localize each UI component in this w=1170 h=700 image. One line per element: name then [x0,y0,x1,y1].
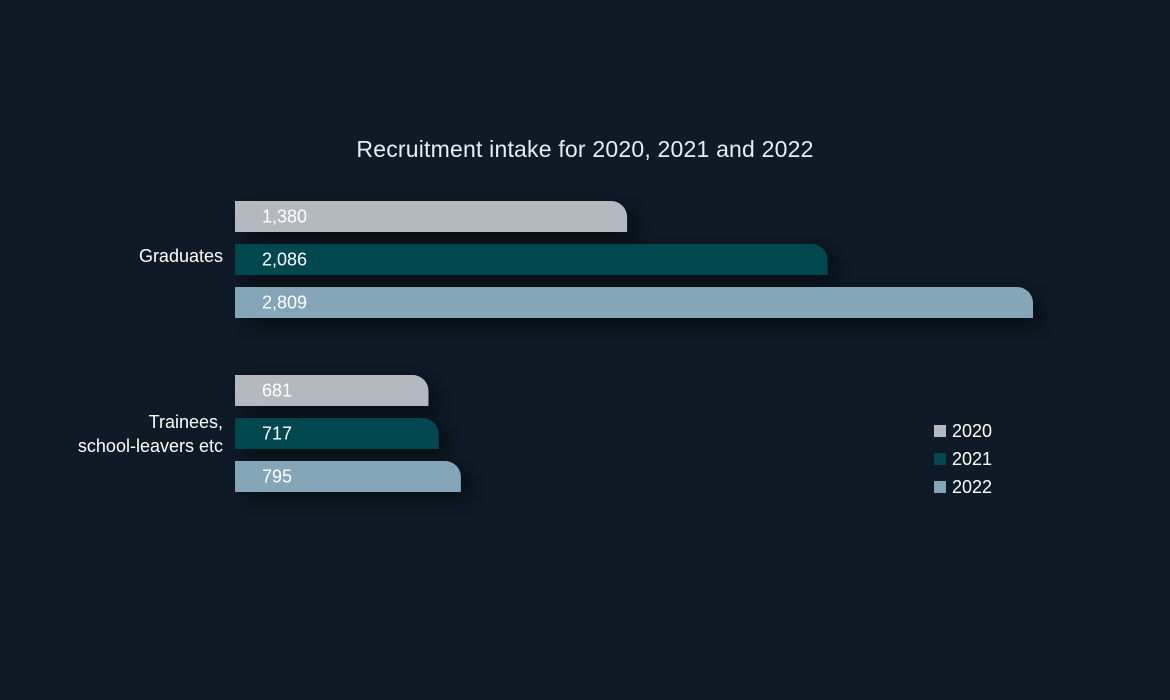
bar-value-label: 2,086 [262,250,307,270]
category-label-graduates: Graduates [138,246,223,266]
bar-2021-trainees: 717 [235,418,439,449]
bar-2020-graduates: 1,380 [235,201,628,232]
legend-label-2021: 2021 [952,448,993,469]
legend-swatch-2021 [934,453,946,465]
category-label-trainees: Trainees, school-leavers etc [77,412,223,456]
chart-title: Recruitment intake for 2020, 2021 and 20… [356,136,814,162]
legend-swatch-2020 [934,425,946,437]
bar-value-label: 795 [262,467,292,487]
bar-value-label: 1,380 [262,207,307,227]
legend-label-2020: 2020 [952,420,993,441]
bar-2022-graduates: 2,809 [235,287,1033,318]
bar-value-label: 717 [262,424,292,444]
bar-shape [235,418,439,449]
bar-value-label: 681 [262,381,292,401]
bar-shape [235,287,1033,318]
bar-shape [235,244,828,275]
legend: 2020 2021 2022 [934,418,992,502]
bar-2022-trainees: 795 [235,461,461,492]
bar-shape [235,201,628,232]
legend-item-2020: 2020 [934,418,992,444]
legend-item-2021: 2021 [934,446,992,472]
legend-label-2022: 2022 [952,476,993,497]
bar-shape [235,375,429,406]
legend-swatch-2022 [934,481,946,493]
bar-2021-graduates: 2,086 [235,244,828,275]
legend-item-2022: 2022 [934,474,992,500]
bar-value-label: 2,809 [262,293,307,313]
bar-shape [235,461,461,492]
bar-2020-trainees: 681 [235,375,429,406]
